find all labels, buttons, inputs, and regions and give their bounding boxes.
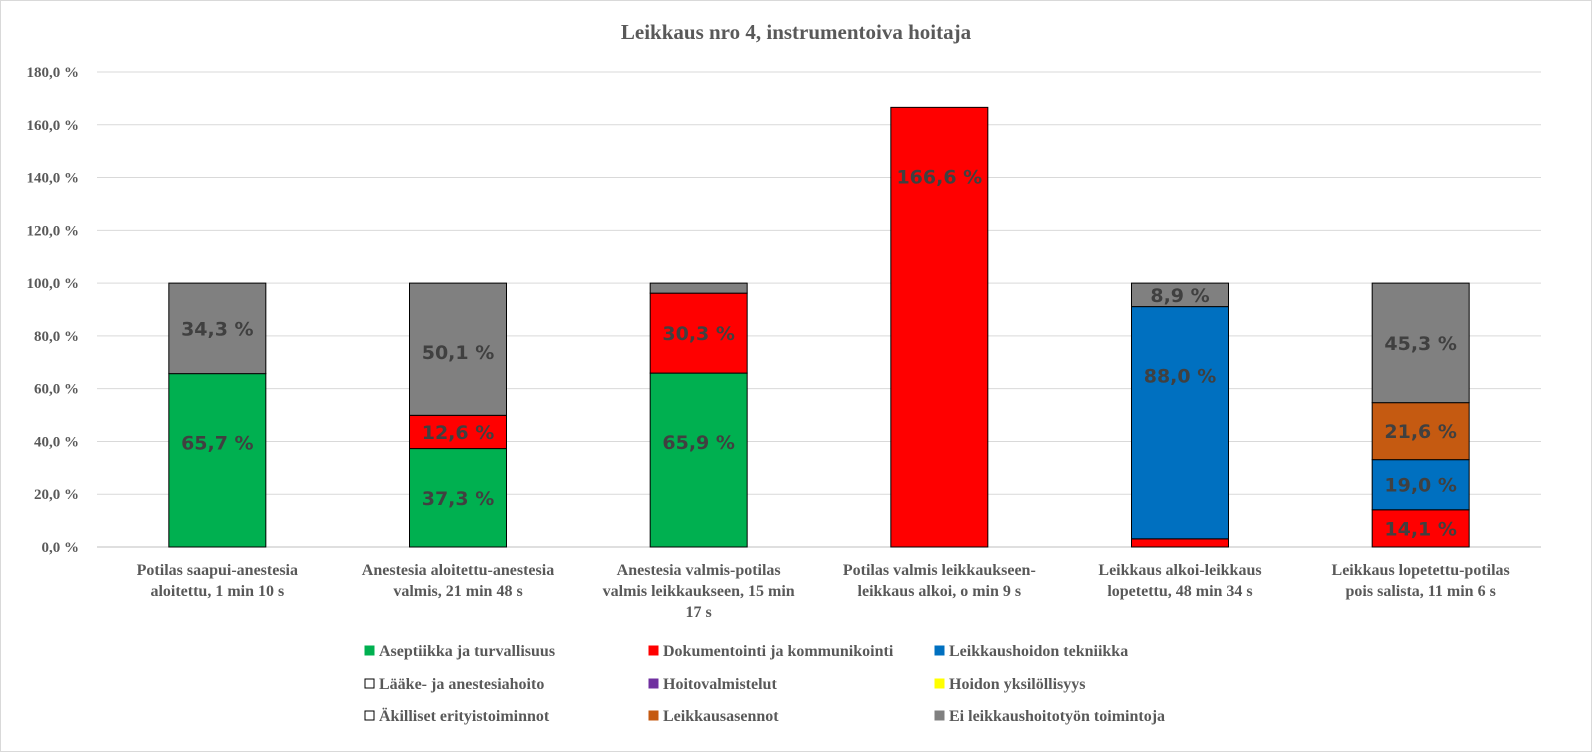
legend-label: Aseptiikka ja turvallisuus [379,643,555,660]
bar-segment [1131,538,1229,548]
legend-swatch [648,678,659,689]
chart-title: Leikkaus nro 4, instrumentoiva hoitaja [621,20,972,44]
y-tick-label: 80,0 % [34,329,79,345]
data-label: 34,3 % [181,318,254,340]
x-tick-label: Leikkaus alkoi-leikkaus lopetettu, 48 min… [1098,562,1261,600]
bars [168,106,1470,548]
bar-segment [649,372,748,548]
legend-swatch [934,710,945,721]
data-label: 65,7 % [181,433,254,455]
data-labels: 65,7 % 34,3 % 37,3 % 12,6 % 50,1 % 65,9 % 30,3… [181,166,1457,540]
x-tick-label: Potilas valmis leikkaukseen-leikkaus alk… [843,562,1036,600]
data-label: 21,6 % [1384,421,1457,443]
legend-label: Ei leikkaushoitotyön toimintoja [949,708,1165,725]
x-axis: Potilas saapui-anestesia aloitettu, 1 min… [137,562,1510,621]
data-label: 19,0 % [1384,475,1457,497]
legend-label: Äkilliset erityistoiminnot [379,707,550,725]
bar-segment [409,448,507,548]
y-tick-label: 140,0 % [27,171,80,187]
legend-label: Leikkaushoidon tekniikka [949,643,1128,660]
legend-swatch [934,645,945,656]
x-tick-label: Anestesia valmis-potilas valmis leikkauks… [603,562,795,621]
data-label: 65,9 % [662,432,735,454]
legend-label: Lääke- ja anestesiahoito [379,676,544,693]
bar-segment [649,282,748,294]
y-axis: 0,0 % 20,0 % 40,0 % 60,0 % 80,0 % 100,0 % 120,… [27,65,80,556]
x-tick-label: Potilas saapui-anestesia aloitettu, 1 min… [137,562,298,600]
legend-label: Hoidon yksilöllisyys [949,676,1086,693]
y-tick-label: 160,0 % [27,118,80,134]
data-label: 88,0 % [1144,366,1217,388]
legend-swatch [934,678,945,689]
bar-segment [1371,402,1470,461]
bar-segment [649,292,748,374]
y-tick-label: 0,0 % [42,540,80,556]
data-label: 45,3 % [1384,333,1457,355]
y-tick-label: 40,0 % [34,434,79,450]
bar-segment [1371,509,1470,548]
bar-segment [1371,459,1470,511]
y-tick-label: 180,0 % [27,65,80,81]
bar-segment [1371,282,1470,404]
legend-swatch [648,710,659,721]
bar-segment [1131,282,1229,308]
y-tick-label: 20,0 % [34,487,79,503]
y-tick-label: 120,0 % [27,223,80,239]
bar-segment [890,106,989,548]
bar-segment [168,373,267,548]
legend-swatch [648,645,659,656]
data-label: 8,9 % [1150,285,1209,307]
legend-label: Leikkausasennot [663,708,779,725]
bar-segment [409,282,507,416]
x-tick-label: Leikkaus lopetettu-potilas pois salista, … [1332,562,1510,600]
data-label: 12,6 % [422,422,495,444]
y-tick-label: 100,0 % [27,276,80,292]
legend-label: Dokumentointi ja kommunikointi [663,643,894,660]
gridlines [97,71,1541,548]
x-tick-label: Anestesia aloitettu-anestesia valmis, 21 … [362,562,554,600]
bar-segment [168,282,267,375]
data-label: 30,3 % [662,323,735,345]
bar-segment [1131,306,1229,540]
y-tick-label: 60,0 % [34,382,79,398]
legend-swatch [364,678,375,689]
legend-label: Hoitovalmistelut [663,676,777,693]
legend: Aseptiikka ja turvallisuus Dokumentointi … [364,643,1165,725]
data-label: 166,6 % [896,166,982,188]
data-label: 50,1 % [422,342,495,364]
data-label: 14,1 % [1384,518,1457,540]
data-label: 37,3 % [422,488,495,510]
legend-swatch [364,645,375,656]
bar-segment [409,414,507,450]
legend-swatch [364,710,375,721]
